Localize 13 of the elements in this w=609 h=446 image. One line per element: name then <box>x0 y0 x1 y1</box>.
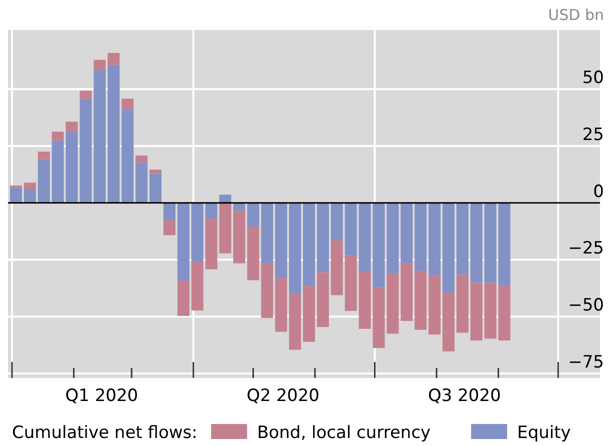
y-tick-label: −50 <box>568 296 604 316</box>
x-tick-label: Q2 2020 <box>246 386 320 406</box>
y-tick-label: 50 <box>582 68 604 88</box>
x-tick-label: Q3 2020 <box>428 386 501 406</box>
y-tick-label: −75 <box>568 352 604 372</box>
x-tick-label: Q1 2020 <box>65 386 138 406</box>
y-axis-title: USD bn <box>548 6 604 24</box>
y-tick-label: 0 <box>593 182 604 202</box>
y-tick-label: 25 <box>582 125 604 145</box>
legend-title: Cumulative net flows: <box>12 423 198 443</box>
legend-label: Equity <box>517 423 571 443</box>
legend-label: Bond, local currency <box>257 423 431 443</box>
y-tick-label: −25 <box>568 238 604 259</box>
